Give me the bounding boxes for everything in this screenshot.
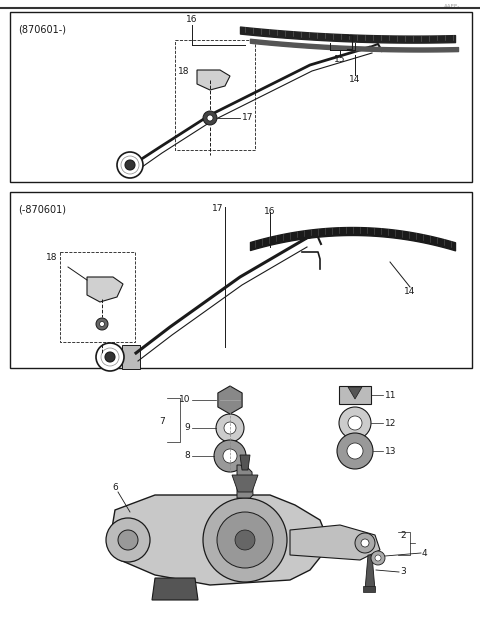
Polygon shape xyxy=(152,578,198,600)
Circle shape xyxy=(223,449,237,463)
Bar xyxy=(175,40,255,150)
Text: (-870601): (-870601) xyxy=(18,204,66,214)
Text: 18: 18 xyxy=(46,253,58,261)
Text: 18: 18 xyxy=(178,67,190,77)
Circle shape xyxy=(216,414,244,442)
Polygon shape xyxy=(240,455,250,470)
Text: 2: 2 xyxy=(400,530,406,540)
Polygon shape xyxy=(232,475,258,492)
Bar xyxy=(122,345,140,369)
Text: 10: 10 xyxy=(179,396,190,404)
Polygon shape xyxy=(110,495,330,585)
Polygon shape xyxy=(290,525,380,560)
Polygon shape xyxy=(365,555,375,590)
Circle shape xyxy=(355,533,375,553)
Text: 9: 9 xyxy=(184,424,190,432)
Circle shape xyxy=(106,518,150,562)
Circle shape xyxy=(207,115,213,121)
Circle shape xyxy=(224,422,236,434)
Bar xyxy=(10,12,472,182)
Text: 7: 7 xyxy=(159,416,165,426)
Bar xyxy=(363,586,375,592)
Polygon shape xyxy=(348,387,362,399)
Polygon shape xyxy=(87,277,123,302)
Bar xyxy=(339,386,371,404)
Circle shape xyxy=(117,152,143,178)
Circle shape xyxy=(203,111,217,125)
Circle shape xyxy=(217,512,273,568)
Circle shape xyxy=(96,343,124,371)
Text: 17: 17 xyxy=(212,204,224,213)
Text: 13: 13 xyxy=(385,447,396,456)
Circle shape xyxy=(375,555,381,561)
Circle shape xyxy=(105,352,115,362)
Bar xyxy=(10,192,472,368)
Text: 17: 17 xyxy=(242,114,253,122)
Circle shape xyxy=(214,440,246,472)
Bar xyxy=(60,252,135,342)
Text: 16: 16 xyxy=(264,207,276,216)
Circle shape xyxy=(337,433,373,469)
Text: 12: 12 xyxy=(385,419,396,427)
Circle shape xyxy=(371,551,385,565)
Text: 15: 15 xyxy=(334,56,346,64)
Circle shape xyxy=(235,530,255,550)
Text: 6: 6 xyxy=(112,482,118,492)
Circle shape xyxy=(203,498,287,582)
Text: 3: 3 xyxy=(400,567,406,577)
Circle shape xyxy=(96,318,108,330)
Polygon shape xyxy=(197,70,230,90)
Circle shape xyxy=(125,160,135,170)
Circle shape xyxy=(99,321,105,326)
Circle shape xyxy=(361,539,369,547)
Text: 4: 4 xyxy=(422,548,428,557)
Text: 16: 16 xyxy=(186,16,198,24)
Text: 14: 14 xyxy=(404,288,416,296)
Circle shape xyxy=(118,530,138,550)
Text: (870601-): (870601-) xyxy=(18,24,66,34)
Circle shape xyxy=(339,407,371,439)
Circle shape xyxy=(347,443,363,459)
Text: 11: 11 xyxy=(385,391,396,399)
Polygon shape xyxy=(237,465,253,498)
Text: 8: 8 xyxy=(184,452,190,461)
Text: 14: 14 xyxy=(349,76,360,84)
Circle shape xyxy=(348,416,362,430)
Text: AAEE-: AAEE- xyxy=(444,4,460,9)
